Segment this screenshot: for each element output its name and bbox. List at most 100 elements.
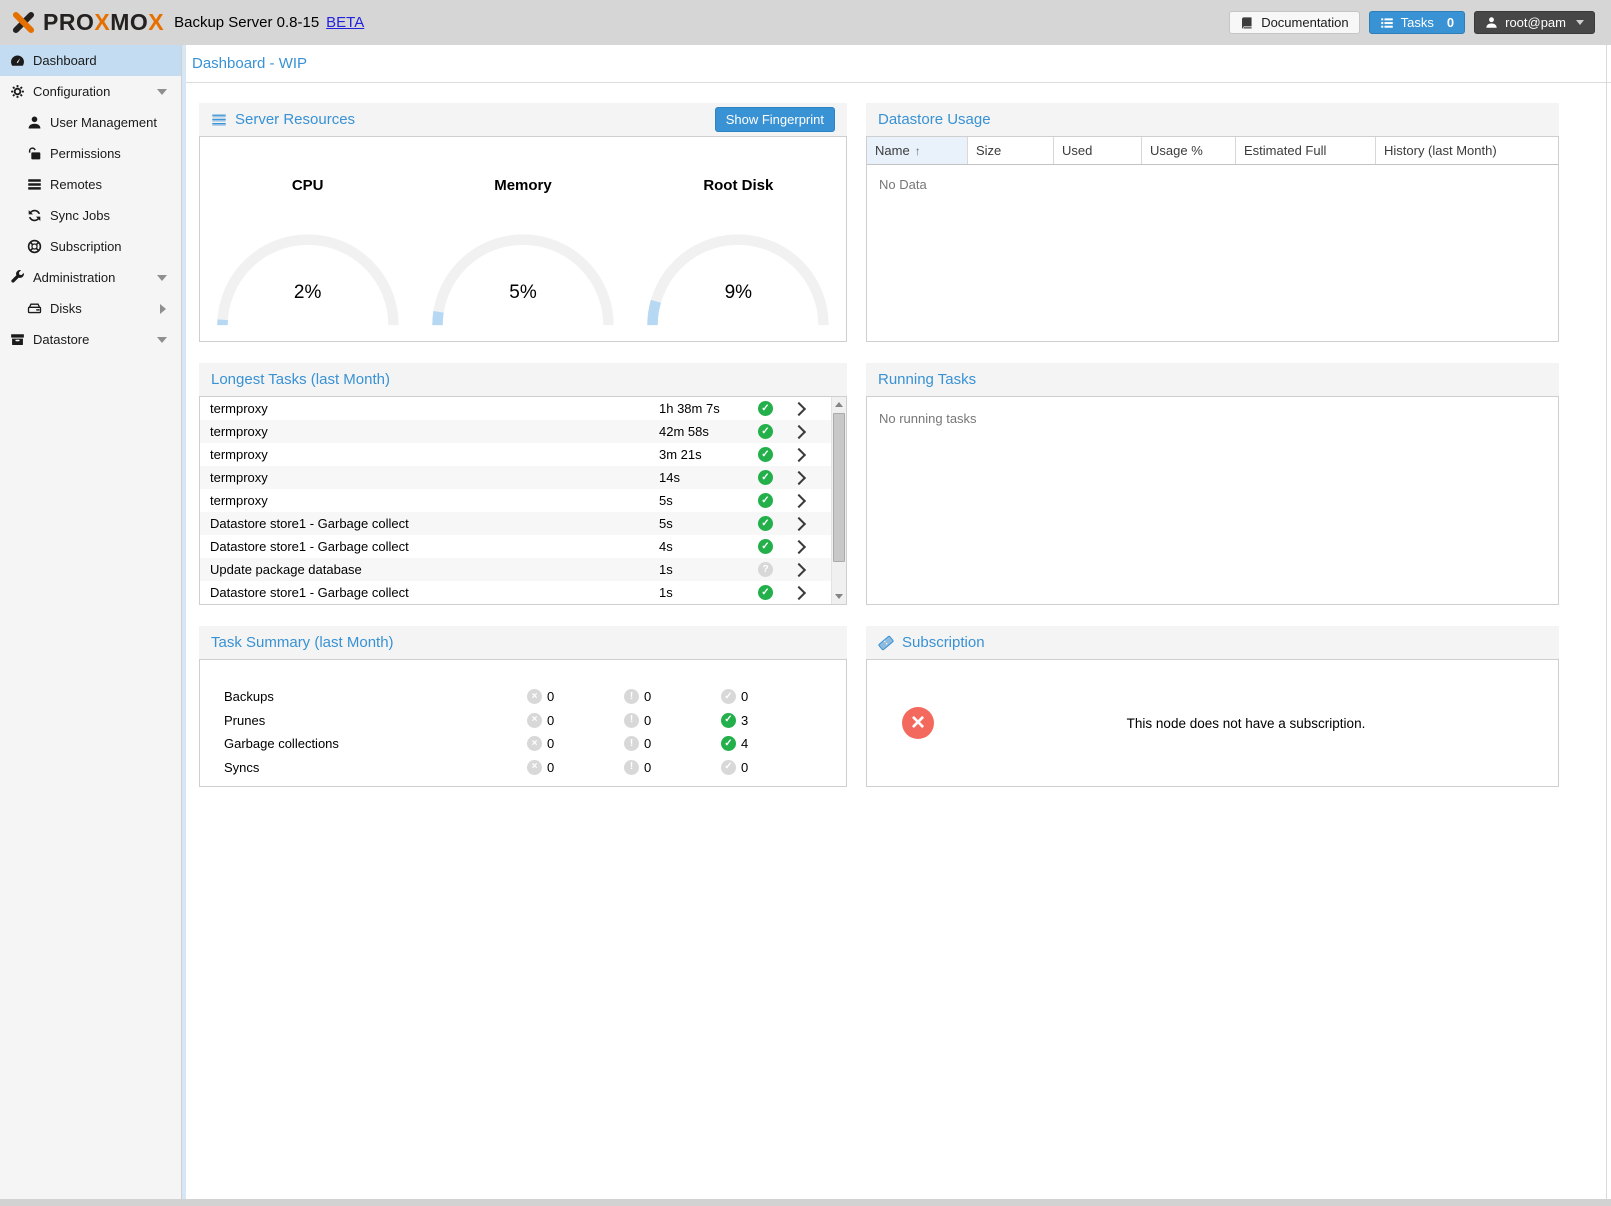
collapse-arrow-icon[interactable] xyxy=(157,274,167,281)
sidebar-item-configuration[interactable]: Configuration xyxy=(0,76,181,107)
sidebar-item-label: Administration xyxy=(33,270,116,285)
vertical-scrollbar[interactable] xyxy=(831,397,846,604)
sidebar-item-permissions[interactable]: Permissions xyxy=(0,138,181,169)
column-header-used[interactable]: Used xyxy=(1054,137,1142,164)
task-status-icon: ✓ xyxy=(758,539,773,554)
scroll-down-button[interactable] xyxy=(832,589,846,604)
gauge-arc xyxy=(216,234,399,326)
dashboard-content: Server Resources Show Fingerprint CPU 2% xyxy=(186,45,1611,1199)
task-name: termproxy xyxy=(210,493,268,508)
task-status-icon: ✓ xyxy=(758,401,773,416)
task-row[interactable]: Datastore store1 - Garbage collect 1s ✓ xyxy=(200,581,831,604)
sidebar-item-user-management[interactable]: User Management xyxy=(0,107,181,138)
panel-title: Task Summary (last Month) xyxy=(211,634,394,651)
sidebar-splitter[interactable] xyxy=(182,45,186,1199)
task-status-icon: ✓ xyxy=(758,424,773,439)
gauge-value: 9% xyxy=(724,282,753,303)
ok-count: 4 xyxy=(741,736,749,752)
tasks-button[interactable]: Tasks 0 xyxy=(1368,11,1466,34)
server-resources-panel: Server Resources Show Fingerprint CPU 2% xyxy=(199,103,847,342)
chevron-right-icon[interactable] xyxy=(791,470,807,485)
chevron-right-icon[interactable] xyxy=(791,539,807,554)
warning-circle-icon: ! xyxy=(624,689,639,705)
chevron-right-icon[interactable] xyxy=(791,516,807,531)
chevron-right-icon[interactable] xyxy=(791,424,807,439)
running-tasks-panel: Running Tasks No running tasks xyxy=(866,363,1559,605)
gears-icon xyxy=(10,84,25,99)
sidebar-item-remotes[interactable]: Remotes xyxy=(0,169,181,200)
panel-title: Subscription xyxy=(902,634,985,651)
gauge-value: 5% xyxy=(509,282,537,303)
chevron-right-icon[interactable] xyxy=(791,447,807,462)
warning-circle-icon: ! xyxy=(624,736,639,752)
gauge-arc xyxy=(647,234,830,326)
user-icon xyxy=(27,115,42,130)
task-duration: 5s xyxy=(659,516,673,531)
documentation-button[interactable]: Documentation xyxy=(1229,11,1360,34)
ok-circle-icon: ✓ xyxy=(721,759,736,775)
logo-text: PROXMOX xyxy=(43,9,165,35)
column-header-usage-pct[interactable]: Usage % xyxy=(1142,137,1236,164)
column-header-estimated-full[interactable]: Estimated Full xyxy=(1236,137,1376,164)
hard-drive-icon xyxy=(27,301,42,316)
collapse-arrow-icon[interactable] xyxy=(157,88,167,95)
scroll-up-button[interactable] xyxy=(832,397,846,412)
ok-count: 0 xyxy=(741,689,749,705)
warning-circle-icon: ! xyxy=(624,712,639,728)
column-header-history[interactable]: History (last Month) xyxy=(1376,137,1558,164)
task-row[interactable]: Datastore store1 - Garbage collect 4s ✓ xyxy=(200,535,831,558)
chevron-right-icon[interactable] xyxy=(791,562,807,577)
scrollbar-thumb[interactable] xyxy=(833,413,845,562)
error-count: 0 xyxy=(547,712,555,728)
sidebar-item-administration[interactable]: Administration xyxy=(0,262,181,293)
summary-label: Backups xyxy=(224,689,274,705)
archive-icon xyxy=(10,332,25,347)
error-circle-icon: × xyxy=(527,736,542,752)
app-header: PROXMOX Backup Server 0.8-15 BETA Docume… xyxy=(0,0,1611,45)
task-row[interactable]: termproxy 42m 58s ✓ xyxy=(200,420,831,443)
error-count: 0 xyxy=(547,736,555,752)
task-duration: 14s xyxy=(659,470,680,485)
sidebar-item-disks[interactable]: Disks xyxy=(0,293,181,324)
task-list: termproxy 1h 38m 7s ✓ termproxy 42m 58s … xyxy=(200,397,831,604)
summary-label: Prunes xyxy=(224,712,266,728)
tasks-label: Tasks xyxy=(1400,15,1434,30)
task-status-icon: ✓ xyxy=(758,516,773,531)
task-name: termproxy xyxy=(210,401,268,416)
task-name: Update package database xyxy=(210,562,362,577)
empty-state-text: No running tasks xyxy=(879,411,977,426)
task-name: termproxy xyxy=(210,447,268,462)
task-row[interactable]: termproxy 3m 21s ✓ xyxy=(200,443,831,466)
sidebar-item-label: Dashboard xyxy=(33,53,97,68)
sidebar-item-dashboard[interactable]: Dashboard xyxy=(0,45,181,76)
beta-link[interactable]: BETA xyxy=(326,14,365,31)
task-row[interactable]: termproxy 1h 38m 7s ✓ xyxy=(200,397,831,420)
sidebar-item-sync-jobs[interactable]: Sync Jobs xyxy=(0,200,181,231)
task-row[interactable]: Datastore store1 - Garbage collect 5s ✓ xyxy=(200,512,831,535)
ok-count: 0 xyxy=(741,759,749,775)
column-header-name[interactable]: Name ↑ xyxy=(867,137,968,164)
gauge-cpu: CPU 2% xyxy=(200,177,415,341)
task-row[interactable]: termproxy 5s ✓ xyxy=(200,489,831,512)
sidebar-item-datastore[interactable]: Datastore xyxy=(0,324,181,355)
warning-circle-icon: ! xyxy=(624,759,639,775)
task-status-icon: ✓ xyxy=(758,447,773,462)
show-fingerprint-button[interactable]: Show Fingerprint xyxy=(714,107,835,132)
task-row[interactable]: Update package database 1s ? xyxy=(200,558,831,581)
collapse-arrow-icon[interactable] xyxy=(157,336,167,343)
task-list-icon xyxy=(1380,17,1393,28)
sidebar-item-subscription[interactable]: Subscription xyxy=(0,231,181,262)
chevron-right-icon[interactable] xyxy=(791,585,807,600)
page-title-bar: Dashboard - WIP xyxy=(186,45,1611,83)
gauge-label: Memory xyxy=(494,177,552,194)
summary-row-prunes: Prunes × 0 ! 0 ✓ 3 xyxy=(200,709,846,733)
expand-arrow-icon[interactable] xyxy=(160,303,166,314)
user-menu-button[interactable]: root@pam xyxy=(1474,11,1595,34)
chevron-right-icon[interactable] xyxy=(791,401,807,416)
sidebar-item-label: Configuration xyxy=(33,84,111,99)
column-header-size[interactable]: Size xyxy=(968,137,1054,164)
summary-row-backups: Backups × 0 ! 0 ✓ 0 xyxy=(200,685,846,709)
chevron-right-icon[interactable] xyxy=(791,493,807,508)
task-status-icon: ? xyxy=(758,562,773,577)
task-row[interactable]: termproxy 14s ✓ xyxy=(200,466,831,489)
